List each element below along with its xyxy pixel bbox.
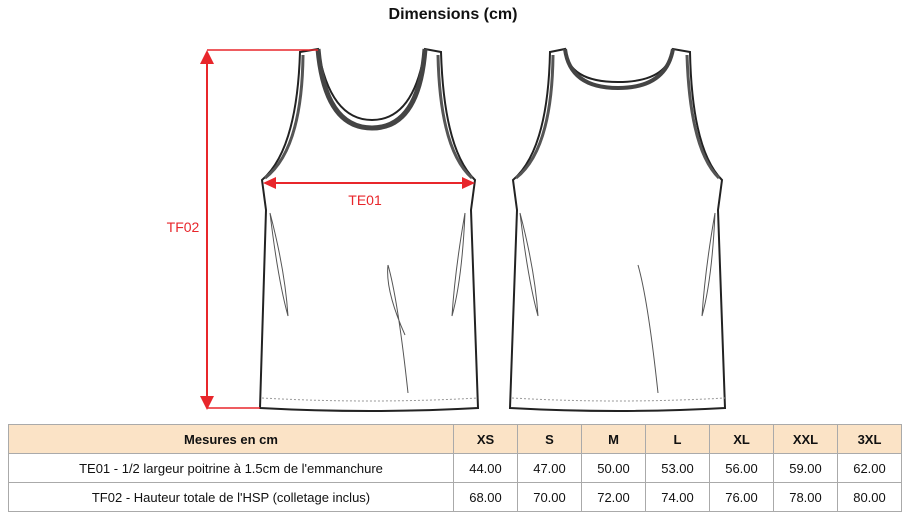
table-row: TE01 - 1/2 largeur poitrine à 1.5cm de l… bbox=[8, 453, 902, 483]
cell-value: 72.00 bbox=[581, 482, 646, 512]
header-size: XS bbox=[453, 424, 518, 454]
header-measures: Mesures en cm bbox=[8, 424, 454, 454]
measurement-lines bbox=[200, 49, 475, 410]
cell-value: 74.00 bbox=[645, 482, 710, 512]
back-tank-top bbox=[508, 47, 727, 412]
height-label: TF02 bbox=[167, 219, 200, 235]
front-tank-top bbox=[258, 47, 480, 412]
row-label: TE01 - 1/2 largeur poitrine à 1.5cm de l… bbox=[8, 453, 454, 483]
cell-value: 53.00 bbox=[645, 453, 710, 483]
row-label: TF02 - Hauteur totale de l'HSP (colletag… bbox=[8, 482, 454, 512]
cell-value: 68.00 bbox=[453, 482, 518, 512]
garment-diagram: TE01 TF02 bbox=[167, 47, 727, 412]
table-row: TF02 - Hauteur totale de l'HSP (colletag… bbox=[8, 482, 902, 512]
header-size: 3XL bbox=[837, 424, 902, 454]
header-size: L bbox=[645, 424, 710, 454]
header-size: M bbox=[581, 424, 646, 454]
cell-value: 56.00 bbox=[709, 453, 774, 483]
header-size: XXL bbox=[773, 424, 838, 454]
header-size: S bbox=[517, 424, 582, 454]
cell-value: 62.00 bbox=[837, 453, 902, 483]
cell-value: 44.00 bbox=[453, 453, 518, 483]
cell-value: 47.00 bbox=[517, 453, 582, 483]
cell-value: 70.00 bbox=[517, 482, 582, 512]
page-title: Dimensions (cm) bbox=[388, 6, 518, 23]
cell-value: 78.00 bbox=[773, 482, 838, 512]
table-header-row: Mesures en cm XS S M L XL XXL 3XL bbox=[8, 424, 902, 454]
header-size: XL bbox=[709, 424, 774, 454]
width-label: TE01 bbox=[348, 192, 382, 208]
cell-value: 50.00 bbox=[581, 453, 646, 483]
size-table: Mesures en cm XS S M L XL XXL 3XL TE01 -… bbox=[8, 424, 902, 512]
cell-value: 59.00 bbox=[773, 453, 838, 483]
cell-value: 80.00 bbox=[837, 482, 902, 512]
cell-value: 76.00 bbox=[709, 482, 774, 512]
